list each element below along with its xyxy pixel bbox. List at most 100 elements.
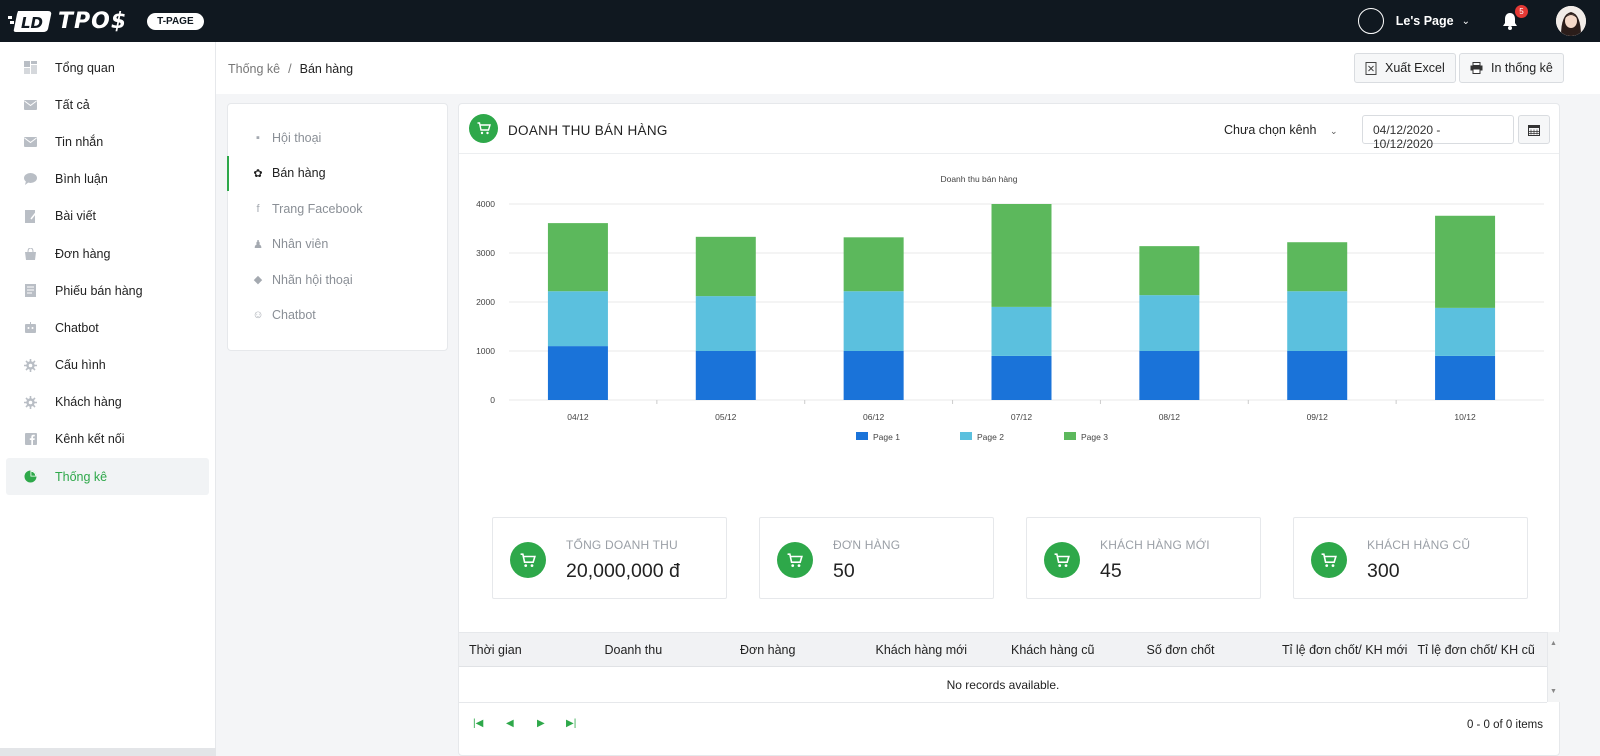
breadcrumb-separator: / xyxy=(288,62,292,76)
channel-select[interactable]: Chưa chọn kênh ⌄ xyxy=(1224,123,1338,137)
bar-segment xyxy=(1139,246,1200,296)
legend-swatch xyxy=(856,432,868,440)
breadcrumb-parent[interactable]: Thống kê xyxy=(228,62,281,76)
submenu-item-icon: ✿ xyxy=(253,167,263,180)
submenu-item[interactable]: ♟ Nhân viên xyxy=(228,227,447,263)
x-tick-label: 10/12 xyxy=(1454,412,1476,422)
top-bar: LD TPO$ T-PAGE Le's Page ⌄ 5 xyxy=(0,0,1600,42)
submenu-item-label: Chatbot xyxy=(272,308,316,323)
sidebar-item[interactable]: Phiếu bán hàng xyxy=(6,272,209,309)
comment-icon xyxy=(24,173,37,186)
x-tick-label: 09/12 xyxy=(1307,412,1329,422)
table-column-header[interactable]: Số đơn chốt xyxy=(1146,642,1215,657)
user-avatar[interactable] xyxy=(1556,6,1586,36)
bar-segment xyxy=(547,346,608,400)
table-column-header[interactable]: Thời gian xyxy=(469,642,522,657)
brand-logo[interactable]: LD TPO$ xyxy=(8,8,127,34)
submenu-item-label: Hội thoại xyxy=(272,130,322,145)
table-column-header[interactable]: Doanh thu xyxy=(604,642,663,657)
sidebar-item[interactable]: Bình luận xyxy=(6,161,209,198)
submenu-item-icon: ▪ xyxy=(256,131,260,144)
logo-text: TPO$ xyxy=(58,8,128,34)
table-column-header[interactable]: Tỉ lệ đơn chốt/ KH cũ xyxy=(1417,642,1535,657)
x-tick-label: 06/12 xyxy=(863,412,885,422)
stat-label: TỔNG DOANH THU xyxy=(566,538,678,552)
bar-segment xyxy=(1139,295,1200,351)
submenu-item[interactable]: ▪ Hội thoại xyxy=(228,120,447,156)
receipt-icon xyxy=(24,284,37,298)
page-avatar[interactable] xyxy=(1357,8,1384,34)
header-bar: Thống kê / Bán hàng Xuất Excel In thống kê xyxy=(216,42,1600,94)
stat-label: ĐƠN HÀNG xyxy=(833,538,901,552)
last-page-icon[interactable]: ▶| xyxy=(566,718,577,729)
scroll-up-icon[interactable]: ▲ xyxy=(1550,640,1557,647)
print-stats-button[interactable]: In thống kê xyxy=(1459,53,1564,83)
cart-icon xyxy=(777,542,813,578)
notification-bell[interactable]: 5 xyxy=(1500,5,1528,31)
sidebar-item[interactable]: Chatbot xyxy=(6,309,209,346)
cart-icon xyxy=(1311,542,1347,578)
page-name[interactable]: Le's Page xyxy=(1395,14,1454,28)
stat-value: 50 xyxy=(833,560,855,582)
robot-icon xyxy=(24,321,37,334)
sidebar-item[interactable]: Tin nhắn xyxy=(6,123,209,160)
table-column-header[interactable]: Đơn hàng xyxy=(740,642,796,657)
stat-value: 20,000,000 đ xyxy=(566,560,680,582)
table-column-header[interactable]: Khách hàng cũ xyxy=(1011,642,1095,657)
table-column-header[interactable]: Khách hàng mới xyxy=(875,642,968,657)
calendar-button[interactable] xyxy=(1518,115,1550,144)
bar-segment xyxy=(843,351,904,400)
sidebar-item[interactable]: Thống kê xyxy=(6,458,209,496)
sidebar-item[interactable]: Đơn hàng xyxy=(6,235,209,272)
submenu-item[interactable]: ◆ Nhãn hội thoại xyxy=(228,262,447,298)
sidebar-item-label: Chatbot xyxy=(55,320,99,335)
cart-icon xyxy=(510,542,546,578)
scroll-down-icon[interactable]: ▼ xyxy=(1550,688,1557,695)
sidebar-scrollbar[interactable] xyxy=(0,748,216,756)
stat-card: KHÁCH HÀNG MỚI 45 xyxy=(1026,517,1261,599)
table-scrollbar[interactable]: ▲ ▼ xyxy=(1547,632,1560,702)
chart-title: Doanh thu bán hàng xyxy=(940,174,1017,184)
export-excel-button[interactable]: Xuất Excel xyxy=(1354,53,1456,83)
chevron-down-icon[interactable]: ⌄ xyxy=(1461,15,1470,27)
bar-segment xyxy=(991,204,1052,307)
prev-page-icon[interactable]: ◀ xyxy=(506,718,514,729)
tpage-badge[interactable]: T-PAGE xyxy=(147,12,204,30)
panel-title: DOANH THU BÁN HÀNG xyxy=(508,123,668,138)
first-page-icon[interactable]: |◀ xyxy=(473,718,484,729)
gear-icon xyxy=(24,395,37,409)
submenu-item-label: Nhân viên xyxy=(272,237,329,252)
legend-swatch xyxy=(960,432,972,440)
submenu-item[interactable]: ☺ Chatbot xyxy=(228,298,447,334)
date-range-input[interactable]: 04/12/2020 - 10/12/2020 xyxy=(1362,115,1514,151)
sidebar-item-label: Phiếu bán hàng xyxy=(55,283,143,298)
table-header: Thời gian Doanh thu Đơn hàng Khách hàng mới… xyxy=(459,632,1547,667)
calendar-icon xyxy=(1528,124,1540,136)
sidebar-item[interactable]: Bài viết xyxy=(6,198,209,235)
sidebar-item[interactable]: Cấu hình xyxy=(6,347,209,384)
empty-table-message: No records available. xyxy=(459,667,1547,703)
bar-segment xyxy=(991,306,1052,356)
bar-segment xyxy=(547,291,608,347)
y-tick-label: 4000 xyxy=(476,199,495,209)
sidebar-item[interactable]: Tổng quan xyxy=(6,49,209,86)
submenu-item-label: Bán hàng xyxy=(272,166,326,181)
bar-segment xyxy=(843,291,904,351)
svg-text:LD: LD xyxy=(21,14,43,32)
logo-icon: LD xyxy=(8,11,52,32)
x-tick-label: 04/12 xyxy=(567,412,589,422)
stat-value: 45 xyxy=(1100,560,1122,582)
y-tick-label: 0 xyxy=(490,395,495,405)
sidebar-item-label: Tất cả xyxy=(55,97,90,112)
submenu-item[interactable]: ✿ Bán hàng xyxy=(227,155,447,192)
sidebar-item[interactable]: Khách hàng xyxy=(6,384,209,421)
printer-icon xyxy=(1470,62,1483,74)
bar-segment xyxy=(1287,351,1348,400)
submenu-item[interactable]: f Trang Facebook xyxy=(228,191,447,227)
stat-card: ĐƠN HÀNG 50 xyxy=(759,517,994,599)
next-page-icon[interactable]: ▶ xyxy=(537,718,545,729)
sidebar-item-label: Thống kê xyxy=(55,469,108,484)
sidebar-item[interactable]: Tất cả xyxy=(6,86,209,123)
table-column-header[interactable]: Tỉ lệ đơn chốt/ KH mới xyxy=(1282,642,1408,657)
sidebar-item[interactable]: Kênh kết nối xyxy=(6,421,209,458)
